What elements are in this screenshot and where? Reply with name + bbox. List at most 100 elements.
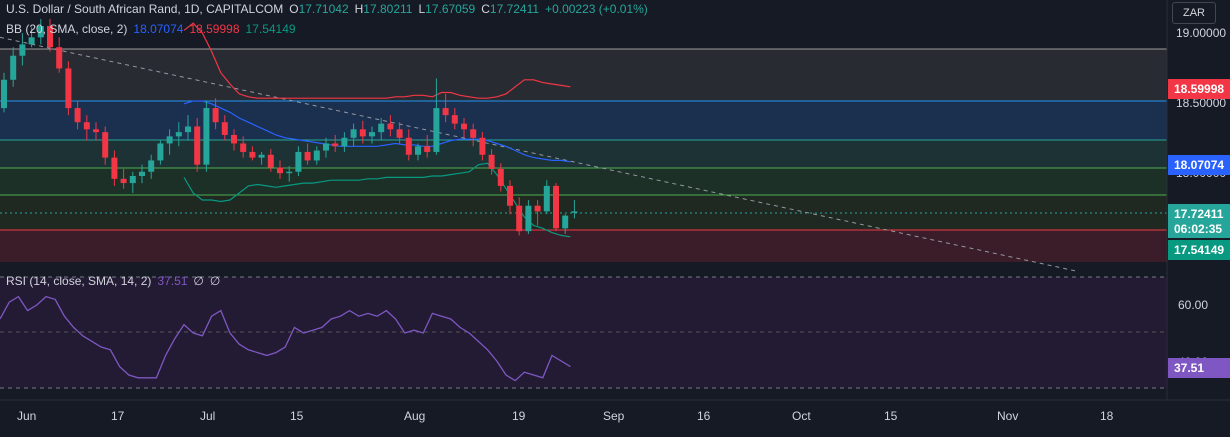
candle-body bbox=[129, 175, 136, 184]
candle-body bbox=[332, 143, 339, 147]
candle-body bbox=[56, 47, 63, 69]
bollinger-bands bbox=[183, 22, 571, 238]
ohlc-legend: U.S. Dollar / South African Rand, 1D, CA… bbox=[6, 2, 648, 16]
candle-body bbox=[175, 132, 182, 137]
candle-body bbox=[497, 168, 504, 186]
candle-body bbox=[525, 205, 532, 232]
candle-body bbox=[148, 160, 155, 172]
candle-body bbox=[240, 143, 247, 152]
lower-price-label bbox=[1168, 240, 1230, 260]
candle-body bbox=[313, 150, 320, 161]
candle-body bbox=[442, 108, 449, 116]
candle-body bbox=[304, 151, 311, 161]
candle-body bbox=[553, 185, 559, 229]
fib-zone-1 bbox=[0, 49, 1167, 101]
candle-body bbox=[221, 122, 228, 135]
y-tick-label: 19.00000 bbox=[1176, 26, 1226, 40]
bb-lower-value: 17.54149 bbox=[245, 22, 296, 36]
candle-body bbox=[1, 79, 7, 109]
candle-body bbox=[47, 26, 53, 48]
low-value: 17.67059 bbox=[425, 2, 476, 16]
candle-body bbox=[562, 215, 569, 229]
candle-body bbox=[37, 26, 44, 38]
price-axis[interactable] bbox=[1167, 0, 1230, 400]
x-tick-label: 15 bbox=[884, 409, 898, 423]
rsi-legend-value: 37.51 bbox=[157, 274, 188, 288]
candle-body bbox=[93, 129, 99, 133]
candle-body bbox=[369, 132, 375, 137]
candle-body bbox=[507, 185, 513, 206]
x-tick-label: 16 bbox=[697, 409, 711, 423]
candle-body bbox=[543, 185, 550, 212]
candle-body bbox=[277, 167, 283, 174]
candle-body bbox=[359, 129, 366, 137]
candle-body bbox=[405, 137, 412, 155]
candles bbox=[1, 18, 578, 236]
candle-body bbox=[166, 136, 173, 144]
rsi-label[interactable]: RSI (14, close, SMA, 14, 2) bbox=[6, 274, 152, 288]
candle-body bbox=[516, 205, 523, 232]
candle-body bbox=[295, 151, 302, 172]
x-tick-label: Aug bbox=[404, 409, 425, 423]
rsi-series bbox=[0, 295, 571, 382]
open-label: O bbox=[289, 2, 299, 16]
candle-body bbox=[378, 123, 385, 133]
candle-body bbox=[488, 154, 495, 169]
candle-body bbox=[267, 154, 274, 168]
candle-body bbox=[102, 132, 109, 158]
bb-basis-value: 18.07074 bbox=[133, 22, 184, 36]
candle-body bbox=[139, 171, 145, 176]
candle-body bbox=[470, 129, 477, 138]
candle-body bbox=[194, 126, 201, 165]
fib-zone-3 bbox=[0, 140, 1167, 168]
bb-basis-line bbox=[183, 100, 571, 163]
bb-upper-line bbox=[183, 22, 571, 99]
fib-zone-4 bbox=[0, 168, 1167, 195]
rsi-extra-2: ∅ bbox=[209, 274, 221, 288]
y-tick-label: 18.50000 bbox=[1176, 96, 1226, 110]
time-axis[interactable] bbox=[0, 400, 1230, 437]
x-tick-label: Nov bbox=[997, 409, 1018, 423]
x-tick-label: Jul bbox=[200, 409, 215, 423]
candle-body bbox=[83, 122, 90, 130]
low-label: L bbox=[418, 2, 426, 16]
axis-labels: 19.0000018.5000018.0000060.0040.0018.599… bbox=[17, 26, 1230, 423]
candle-body bbox=[258, 154, 265, 158]
basis-price-label bbox=[1168, 155, 1230, 175]
rsi-tick-label: 60.00 bbox=[1178, 298, 1208, 312]
candle-body bbox=[157, 143, 164, 161]
currency-button[interactable]: ZAR bbox=[1172, 2, 1216, 24]
basis-price-label-text: 18.07074 bbox=[1174, 158, 1224, 172]
x-tick-label: Sep bbox=[603, 409, 625, 423]
candle-body bbox=[479, 137, 486, 155]
x-tick-label: Jun bbox=[17, 409, 36, 423]
fib-zone-6 bbox=[0, 230, 1167, 262]
candle-body bbox=[120, 178, 127, 184]
candle-body bbox=[341, 137, 348, 147]
x-tick-label: 18 bbox=[1100, 409, 1114, 423]
candle-body bbox=[461, 123, 467, 130]
candle-body bbox=[424, 146, 431, 152]
high-label: H bbox=[354, 2, 364, 16]
rsi-value-label bbox=[1168, 358, 1230, 378]
x-tick-label: 17 bbox=[111, 409, 125, 423]
candle-body bbox=[111, 157, 118, 179]
x-tick-label: 19 bbox=[512, 409, 526, 423]
candle-body bbox=[396, 129, 403, 138]
x-tick-label: Oct bbox=[792, 409, 811, 423]
candle-body bbox=[65, 68, 72, 109]
candle-body bbox=[19, 44, 26, 56]
candle-body bbox=[571, 211, 578, 213]
candle-body bbox=[534, 205, 541, 212]
rsi-line bbox=[0, 295, 571, 382]
candle-body bbox=[231, 134, 237, 144]
candle-body bbox=[185, 126, 191, 133]
rsi-value-label-text: 37.51 bbox=[1174, 361, 1204, 375]
bb-label[interactable]: BB (20, SMA, close, 2) bbox=[6, 22, 128, 36]
candle-body bbox=[28, 37, 35, 45]
rsi-extra-1: ∅ bbox=[193, 274, 204, 288]
high-value: 17.80211 bbox=[363, 2, 413, 16]
candle-body bbox=[212, 108, 219, 123]
symbol-title[interactable]: U.S. Dollar / South African Rand, 1D, CA… bbox=[6, 2, 284, 16]
